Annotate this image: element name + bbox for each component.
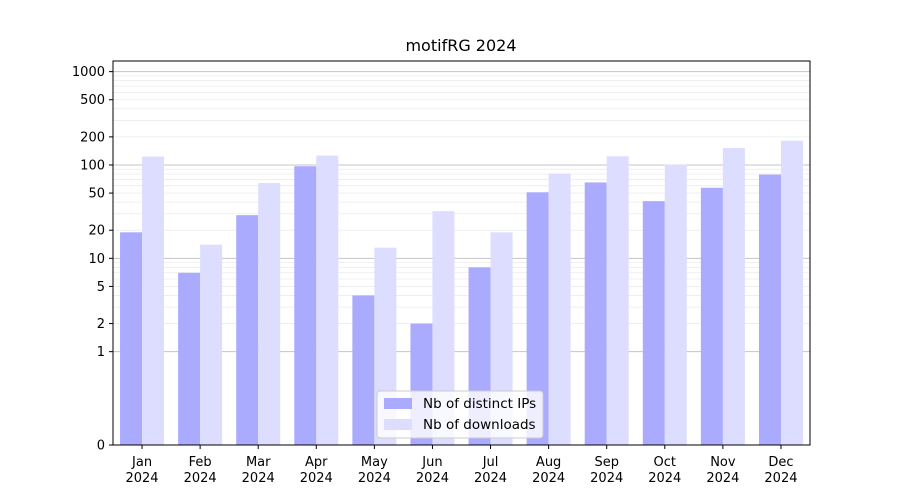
x-tick-label-month: Nov: [710, 455, 736, 470]
x-tick-label-month: Aug: [536, 455, 561, 470]
bar-downloads: [548, 173, 571, 446]
x-tick-label-month: Jun: [421, 455, 442, 470]
bar-distinct-ips: [642, 201, 665, 445]
bar-downloads: [722, 148, 745, 445]
y-tick-label: 100: [80, 158, 105, 173]
y-tick-label: 50: [88, 187, 105, 202]
x-tick-label-year: 2024: [358, 471, 391, 486]
bar-downloads: [258, 183, 281, 446]
bar-distinct-ips: [236, 215, 259, 445]
grid-lines: [113, 71, 810, 353]
bar-downloads: [200, 244, 223, 445]
bar-downloads: [316, 155, 339, 445]
x-tick-label-month: Oct: [654, 455, 676, 470]
bar-distinct-ips: [526, 192, 549, 445]
bar-distinct-ips: [120, 232, 143, 445]
y-tick-label: 1000: [72, 65, 105, 80]
bar-distinct-ips: [584, 182, 607, 445]
x-tick-label-month: Jan: [131, 455, 152, 470]
x-tick-label-month: Feb: [189, 455, 212, 470]
bar-downloads: [664, 164, 687, 445]
y-tick-label: 5: [97, 280, 105, 295]
x-tick-label-year: 2024: [532, 471, 565, 486]
bar-downloads: [780, 140, 803, 445]
bar-downloads: [142, 156, 165, 446]
plot-area-frame: [112, 60, 811, 446]
bar-downloads: [432, 211, 455, 445]
x-tick-label-year: 2024: [300, 471, 333, 486]
x-tick-label-year: 2024: [648, 471, 681, 486]
chart-title: motifRG 2024: [405, 36, 516, 55]
x-tick-label-year: 2024: [184, 471, 217, 486]
x-tick-label-month: Mar: [246, 455, 271, 470]
x-tick-label-year: 2024: [242, 471, 275, 486]
x-tick-label-month: Sep: [594, 455, 619, 470]
x-tick-label-year: 2024: [474, 471, 507, 486]
x-axis: Jan2024Feb2024Mar2024Apr2024May2024Jun20…: [125, 445, 798, 486]
x-tick-label-month: Jul: [482, 455, 499, 470]
legend-box: [376, 390, 544, 439]
bar-distinct-ips: [178, 272, 201, 445]
x-tick-label-year: 2024: [416, 471, 449, 486]
legend-swatch: [384, 398, 412, 409]
y-tick-label: 200: [80, 130, 105, 145]
bar-downloads: [606, 156, 629, 445]
x-tick-label-year: 2024: [125, 471, 158, 486]
legend-label: Nb of distinct IPs: [423, 396, 536, 412]
x-tick-label-month: May: [361, 455, 388, 470]
legend-label: Nb of downloads: [423, 417, 536, 433]
x-tick-label-year: 2024: [706, 471, 739, 486]
y-tick-label: 500: [80, 93, 105, 108]
bar-distinct-ips: [294, 166, 317, 446]
legend-swatch: [384, 419, 412, 430]
y-axis: 0 1 2 5 10 20 50 100 200 500 1000: [72, 65, 113, 454]
legend: Nb of distinct IPs Nb of downloads: [376, 390, 544, 439]
y-tick-label: 20: [88, 224, 105, 239]
bar-distinct-ips: [352, 295, 375, 445]
x-tick-label-month: Apr: [305, 455, 328, 470]
y-tick-label: 2: [97, 317, 105, 332]
y-tick-label: 1: [97, 345, 105, 360]
x-tick-label-month: Dec: [768, 455, 793, 470]
x-tick-label-year: 2024: [590, 471, 623, 486]
bar-distinct-ips: [700, 187, 723, 445]
x-tick-label-year: 2024: [764, 471, 797, 486]
y-tick-label: 0: [97, 439, 105, 454]
bar-distinct-ips: [758, 174, 781, 446]
y-tick-label: 10: [88, 252, 105, 267]
